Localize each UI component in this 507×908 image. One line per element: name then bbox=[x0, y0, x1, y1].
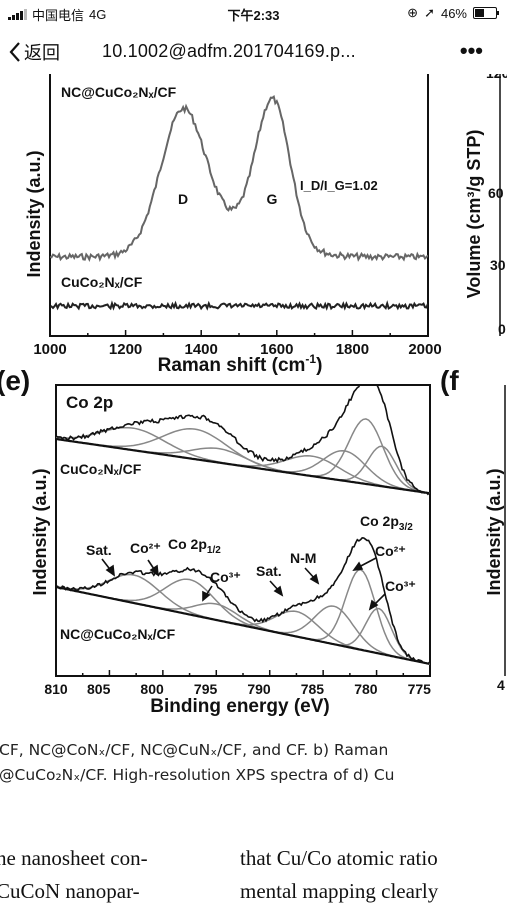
xps-xtick: 795 bbox=[194, 681, 218, 697]
xps-fit-peak bbox=[56, 578, 430, 665]
xps-label-2p32: Co 2p3/2 bbox=[360, 513, 413, 533]
raman-x-axis-label: Raman shift (cm-1) bbox=[158, 352, 323, 376]
figure-image: 1000 1200 1400 1600 1800 2000 Raman shif… bbox=[0, 74, 507, 717]
xps-curve-bottom bbox=[56, 536, 430, 665]
xps-label-2p12: Co 2p1/2 bbox=[168, 536, 221, 556]
xps-xtick: 800 bbox=[140, 681, 164, 697]
raman-xtick: 1200 bbox=[109, 341, 142, 358]
body-column-left: he nanosheet con- CuCoN nanopar- bbox=[0, 842, 148, 908]
chevron-left-icon bbox=[9, 42, 20, 62]
body-line: mental mapping clearly bbox=[240, 879, 439, 903]
volume-y-axis-label: Volume (cm³/g STP) bbox=[464, 130, 484, 299]
raman-peak-g-label: G bbox=[267, 191, 278, 207]
xps-curve-top bbox=[56, 385, 430, 496]
xps-label-co2-2: Co²⁺ bbox=[375, 543, 406, 559]
back-button[interactable]: 返回 bbox=[8, 39, 60, 65]
volume-ytick: 0 bbox=[498, 321, 506, 337]
xps-xtick: 805 bbox=[87, 681, 111, 697]
clock: 下午2:33 bbox=[227, 8, 280, 23]
raman-frame bbox=[49, 74, 429, 337]
caption-line: @CuCo₂Nₓ/CF. High-resolution XPS spectra… bbox=[0, 766, 395, 784]
raman-xtick: 1800 bbox=[336, 341, 369, 358]
xps-background-top bbox=[56, 437, 430, 495]
body-line: CuCoN nanopar- bbox=[0, 879, 140, 903]
raman-y-axis-label: Indensity (a.u.) bbox=[24, 150, 44, 277]
xps-xtick: 790 bbox=[247, 681, 271, 697]
nav-bar: 返回 10.1002@adfm.201704169.p... ••• bbox=[0, 30, 507, 74]
raman-sample-top: NC@CuCo₂Nₓ/CF bbox=[61, 84, 177, 100]
xps-y-axis-label: Indensity (a.u.) bbox=[30, 468, 50, 595]
raman-xtick: 1400 bbox=[185, 341, 218, 358]
back-label: 返回 bbox=[24, 43, 60, 63]
signal-icon bbox=[8, 9, 27, 20]
xps-xtick: 785 bbox=[301, 681, 325, 697]
raman-xtick: 1600 bbox=[260, 341, 293, 358]
xps-arrows bbox=[101, 557, 386, 611]
panel-f-tick: 4 bbox=[497, 677, 505, 693]
status-bar: 中国电信 4G 下午2:33 ⊕ ➚ 46% bbox=[0, 0, 507, 26]
xps-panel-title: Co 2p bbox=[66, 393, 113, 412]
xps-sample-bottom: NC@CuCo₂Nₓ/CF bbox=[60, 626, 176, 642]
raman-sample-bottom: CuCo₂Nₓ/CF bbox=[61, 274, 143, 290]
raman-xtick: 2000 bbox=[408, 341, 441, 358]
panel-f-y-axis-label: Indensity (a.u.) bbox=[484, 468, 504, 595]
xps-label-nm: N-M bbox=[290, 550, 316, 566]
network-label: 4G bbox=[89, 7, 107, 22]
xps-panel-letter: (e) bbox=[0, 365, 30, 396]
xps-xtick: 775 bbox=[408, 681, 432, 697]
xps-background-bottom bbox=[56, 585, 430, 665]
more-button[interactable]: ••• bbox=[459, 38, 483, 63]
body-line: he nanosheet con- bbox=[0, 846, 148, 870]
document-title: 10.1002@adfm.201704169.p... bbox=[102, 41, 356, 61]
battery-percent: 46% bbox=[440, 5, 467, 21]
volume-ytick: 60 bbox=[488, 185, 504, 201]
xps-fit-peak bbox=[56, 573, 430, 665]
rotation-lock-icon: ⊕ bbox=[407, 5, 419, 20]
xps-label-co2-1: Co²⁺ bbox=[130, 540, 161, 556]
xps-x-axis-label: Binding energy (eV) bbox=[150, 696, 329, 717]
raman-ratio-label: I_D/I_G=1.02 bbox=[300, 178, 378, 193]
adsorption-panel-partial: Volume (cm³/g STP) 120 60 30 0 bbox=[464, 74, 507, 337]
carrier-label: 中国电信 bbox=[32, 8, 85, 23]
panel-f-letter: (f bbox=[440, 365, 459, 396]
raman-peak-d-label: D bbox=[178, 191, 188, 207]
xps-label-co3-2: Co³⁺ bbox=[385, 578, 416, 594]
volume-ytick: 30 bbox=[490, 257, 506, 273]
body-line: that Cu/Co atomic ratio bbox=[240, 846, 438, 870]
location-icon: ➚ bbox=[424, 5, 435, 20]
body-column-right: that Cu/Co atomic ratio mental mapping c… bbox=[240, 842, 438, 908]
xps-sample-top: CuCo₂Nₓ/CF bbox=[60, 461, 142, 477]
raman-curve-cucon bbox=[50, 300, 428, 311]
battery-icon bbox=[473, 7, 499, 19]
figure-caption: CF, NC@CoNₓ/CF, NC@CuNₓ/CF, and CF. b) R… bbox=[0, 738, 507, 788]
raman-xtick: 1000 bbox=[33, 341, 66, 358]
xps-label-sat-2: Sat. bbox=[256, 563, 282, 579]
raman-panel: 1000 1200 1400 1600 1800 2000 Raman shif… bbox=[24, 74, 442, 376]
xps-fit-peak bbox=[56, 568, 430, 665]
xps-xtick: 810 bbox=[44, 681, 68, 697]
xps-label-sat-1: Sat. bbox=[86, 542, 112, 558]
xps-panel: (e) 810 805 800 795 790 785 780 775 Bind… bbox=[0, 365, 431, 717]
panel-f-partial: (f Indensity (a.u.) 4 bbox=[440, 365, 506, 693]
raman-curve-nc bbox=[50, 94, 428, 263]
xps-xtick: 780 bbox=[354, 681, 378, 697]
volume-ytick: 120 bbox=[486, 74, 507, 81]
xps-label-co3-1: Co³⁺ bbox=[210, 569, 241, 585]
caption-line: CF, NC@CoNₓ/CF, NC@CuNₓ/CF, and CF. b) R… bbox=[0, 741, 389, 759]
